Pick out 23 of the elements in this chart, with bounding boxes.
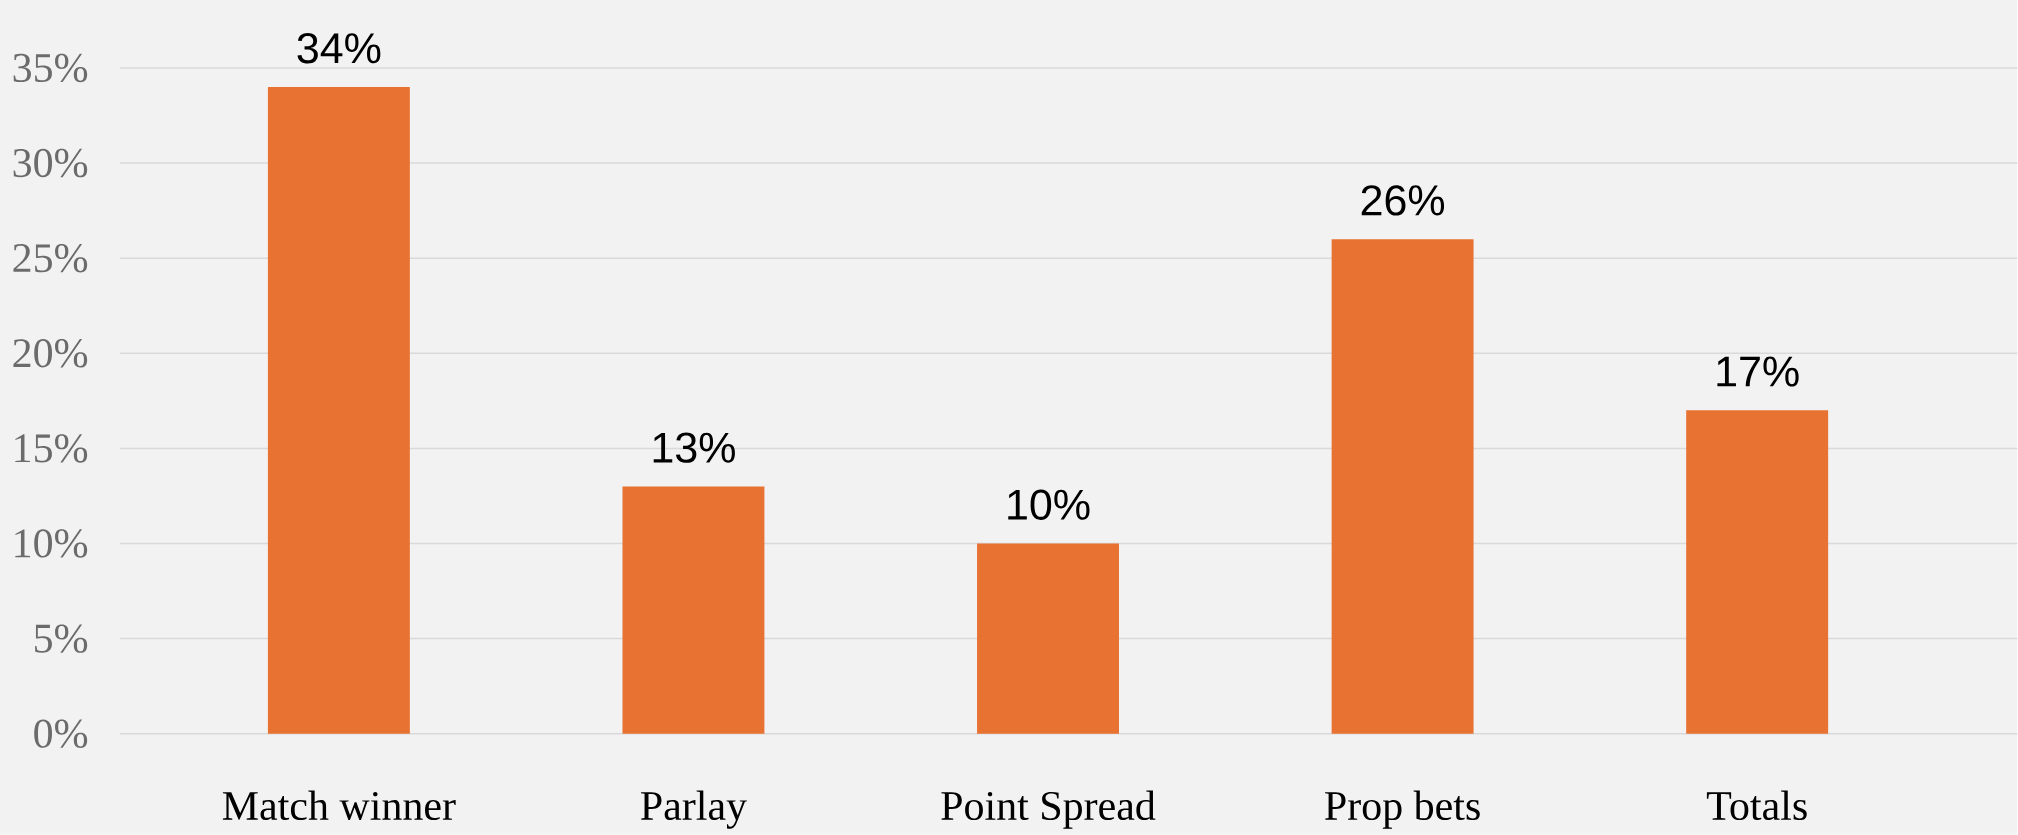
data-label: 13% xyxy=(653,432,735,464)
bar xyxy=(1686,410,1829,734)
y-tick-label: 35% xyxy=(13,53,88,83)
y-tick-label: 10% xyxy=(15,529,88,558)
data-label: 34% xyxy=(297,33,381,64)
y-tick-label: 30% xyxy=(13,149,88,178)
x-tick-label: Totals xyxy=(1706,790,1807,821)
data-label: 10% xyxy=(1008,489,1090,521)
y-tick-label: 0% xyxy=(34,719,88,749)
x-tick-label: Match winner xyxy=(222,790,456,821)
x-tick-label: Parlay xyxy=(641,790,747,829)
bar xyxy=(267,87,410,734)
bar xyxy=(1331,239,1474,734)
data-label: 26% xyxy=(1361,185,1445,216)
data-label: 17% xyxy=(1717,356,1799,387)
bar xyxy=(622,486,765,734)
x-tick-label: Prop bets xyxy=(1325,790,1480,829)
y-tick-label: 25% xyxy=(13,244,88,273)
y-tick-label: 5% xyxy=(35,624,88,654)
y-tick-label: 20% xyxy=(13,339,88,368)
x-tick-label: Point Spread xyxy=(941,790,1156,829)
y-tick-label: 15% xyxy=(15,434,88,463)
bar xyxy=(977,543,1119,734)
